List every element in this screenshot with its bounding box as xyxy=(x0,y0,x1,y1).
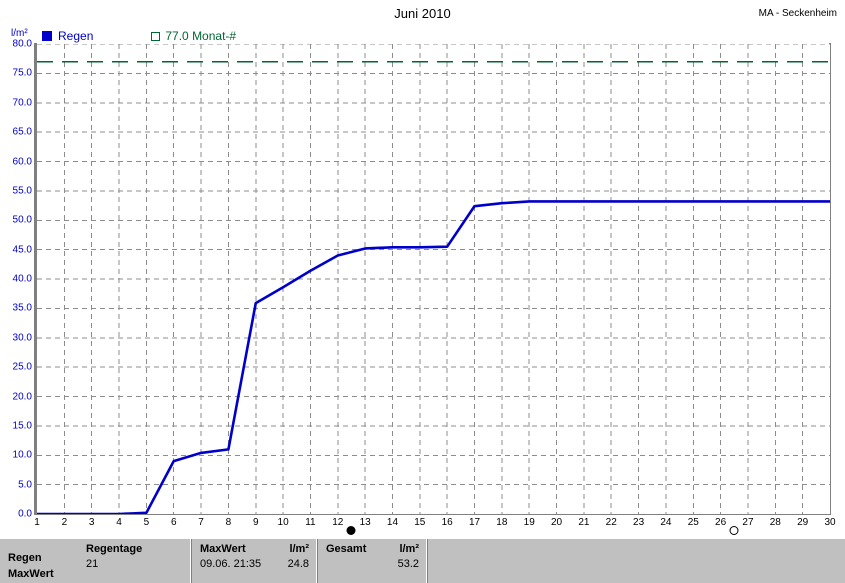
x-tick-4: 4 xyxy=(116,517,122,528)
x-tick-11: 11 xyxy=(305,517,316,528)
info-value-regentage: 21 xyxy=(86,558,99,570)
legend-item-monatsmittel[interactable]: 77.0 Monat-# xyxy=(151,29,236,43)
y-axis-line xyxy=(34,43,37,515)
y-tick-5-0: 5.0 xyxy=(18,479,32,491)
info-cell-empty xyxy=(428,539,845,583)
legend-label-monatsmittel: 77.0 Monat-# xyxy=(165,29,237,43)
x-tick-29: 29 xyxy=(797,517,809,528)
x-tick-8: 8 xyxy=(225,517,232,528)
data-line-regen xyxy=(37,200,830,514)
new-moon-icon xyxy=(346,526,356,535)
plot-svg xyxy=(37,44,830,514)
info-title-regen: Regen xyxy=(8,552,42,564)
y-tick-65-0: 65.0 xyxy=(12,126,32,138)
x-tick-24: 24 xyxy=(660,517,672,528)
x-tick-19: 19 xyxy=(523,517,535,528)
full-moon-icon xyxy=(729,526,739,535)
x-tick-2: 2 xyxy=(61,517,68,528)
x-tick-18: 18 xyxy=(496,517,508,528)
info-cell-maxwert: MaxWert l/m² 09.06. 21:35 24.8 xyxy=(192,539,318,583)
x-tick-28: 28 xyxy=(769,517,781,528)
y-axis-unit-label: l/m² xyxy=(11,28,28,39)
y-tick-10-0: 10.0 xyxy=(12,449,32,461)
x-tick-10: 10 xyxy=(277,517,289,528)
station-name: MA - Seckenheim xyxy=(758,8,837,19)
y-tick-0-0: 0.0 xyxy=(18,508,32,520)
x-tick-25: 25 xyxy=(687,517,699,528)
y-tick-45-0: 45.0 xyxy=(12,244,32,256)
x-tick-22: 22 xyxy=(605,517,617,528)
x-tick-1: 1 xyxy=(34,517,40,528)
y-tick-55-0: 55.0 xyxy=(12,185,32,197)
y-tick-60-0: 60.0 xyxy=(12,156,32,167)
y-tick-20-0: 20.0 xyxy=(12,391,32,402)
info-cell-gesamt: Gesamt l/m² 53.2 xyxy=(318,539,428,583)
x-tick-13: 13 xyxy=(359,517,371,528)
x-tick-7: 7 xyxy=(198,517,204,528)
y-tick-75-0: 75.0 xyxy=(12,67,32,79)
legend-swatch-filled-icon xyxy=(42,31,52,41)
y-tick-25-0: 25.0 xyxy=(12,361,32,373)
y-tick-80-0: 80.0 xyxy=(12,38,32,50)
x-tick-15: 15 xyxy=(414,517,426,528)
y-tick-50-0: 50.0 xyxy=(12,214,32,226)
info-head-gesamt: Gesamt xyxy=(326,543,367,555)
x-tick-14: 14 xyxy=(386,517,399,528)
summary-info-bar: Regen MaxWert Regentage 21 MaxWert l/m² … xyxy=(0,538,845,583)
x-tick-26: 26 xyxy=(715,517,727,528)
x-tick-6: 6 xyxy=(170,517,177,528)
info-value-maxwert-time: 09.06. 21:35 xyxy=(200,558,262,570)
y-tick-70-0: 70.0 xyxy=(12,97,32,109)
x-tick-21: 21 xyxy=(578,517,590,528)
gridlines xyxy=(37,44,830,514)
x-axis-line xyxy=(34,513,831,515)
x-tick-9: 9 xyxy=(252,517,259,528)
legend-item-regen[interactable]: Regen xyxy=(42,29,93,43)
info-unit-maxwert: l/m² xyxy=(289,543,309,555)
y-tick-15-0: 15.0 xyxy=(12,420,32,432)
x-tick-20: 20 xyxy=(550,517,563,528)
plot-right-border xyxy=(829,43,831,515)
y-tick-40-0: 40.0 xyxy=(12,273,32,285)
chart-legend: Regen 77.0 Monat-# xyxy=(42,29,236,43)
legend-swatch-outline-icon xyxy=(151,31,161,41)
info-head-maxwert: MaxWert xyxy=(200,543,246,555)
info-unit-gesamt: l/m² xyxy=(399,543,419,555)
x-tick-5: 5 xyxy=(143,517,150,528)
legend-label-regen: Regen xyxy=(58,29,94,43)
plot-area xyxy=(37,44,830,514)
x-tick-3: 3 xyxy=(88,517,95,528)
x-tick-17: 17 xyxy=(468,517,481,528)
x-tick-30: 30 xyxy=(824,517,836,528)
info-cell-title: Regen MaxWert xyxy=(0,539,78,583)
y-tick-30-0: 30.0 xyxy=(12,332,32,344)
x-tick-12: 12 xyxy=(332,517,344,528)
info-head-regentage: Regentage xyxy=(86,543,143,555)
x-tick-16: 16 xyxy=(441,517,453,528)
page-title: Juni 2010 xyxy=(394,6,451,21)
info-value-maxwert: 24.8 xyxy=(287,558,309,570)
info-value-gesamt: 53.2 xyxy=(397,558,419,570)
x-tick-27: 27 xyxy=(742,517,754,528)
y-tick-35-0: 35.0 xyxy=(12,302,32,314)
info-cell-regentage: Regentage 21 xyxy=(78,539,192,583)
x-tick-23: 23 xyxy=(633,517,645,528)
info-title-maxwert: MaxWert xyxy=(8,568,54,580)
y-axis-tick-labels: 80.0 75.0 70.0 65.0 60.0 55.0 50.0 45.0 40.0 35.0… xyxy=(0,0,34,583)
